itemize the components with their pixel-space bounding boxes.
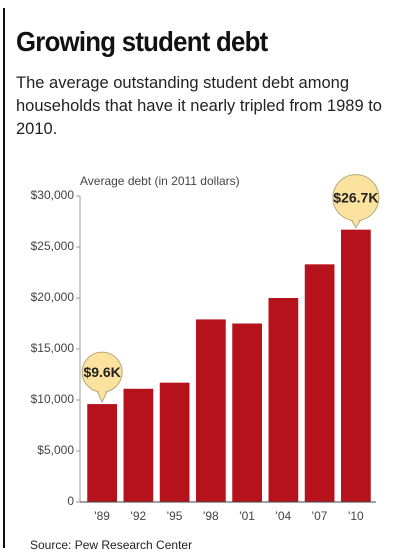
y-tick-label: $10,000: [31, 392, 75, 406]
y-tick-label: 0: [67, 494, 74, 508]
x-tick-label: '98: [203, 509, 219, 523]
chart-subtitle: The average outstanding student debt amo…: [16, 74, 382, 138]
y-tick-label: $25,000: [31, 239, 75, 253]
axis-label: Average debt (in 2011 dollars): [80, 174, 240, 188]
x-tick-label: '10: [348, 509, 364, 523]
callout-pointer-fill: [97, 388, 108, 401]
y-tick-label: $15,000: [31, 341, 75, 355]
bar: [341, 229, 371, 502]
x-tick-label: '07: [312, 509, 328, 523]
x-tick-label: '95: [167, 509, 183, 523]
bar: [123, 388, 154, 502]
bar: [304, 264, 335, 502]
bar: [232, 323, 262, 502]
value-label: $26.7K: [333, 189, 378, 205]
y-tick-label: $20,000: [31, 290, 75, 304]
x-tick-label: '04: [276, 509, 292, 523]
callout-pointer-fill: [350, 216, 361, 226]
value-label: $9.6K: [83, 364, 120, 380]
border: [3, 8, 5, 548]
x-tick-label: '92: [131, 509, 147, 523]
source: Source: Pew Research Center: [30, 538, 193, 552]
y-tick-label: $30,000: [31, 188, 75, 202]
x-tick-label: '01: [239, 509, 255, 523]
x-tick-label: '89: [94, 509, 110, 523]
chart-title: Growing student debt: [16, 26, 268, 57]
y-tick-label: $5,000: [37, 443, 74, 457]
bar: [196, 319, 226, 502]
bar: [159, 382, 190, 502]
bar: [268, 298, 299, 502]
bar: [87, 404, 117, 502]
